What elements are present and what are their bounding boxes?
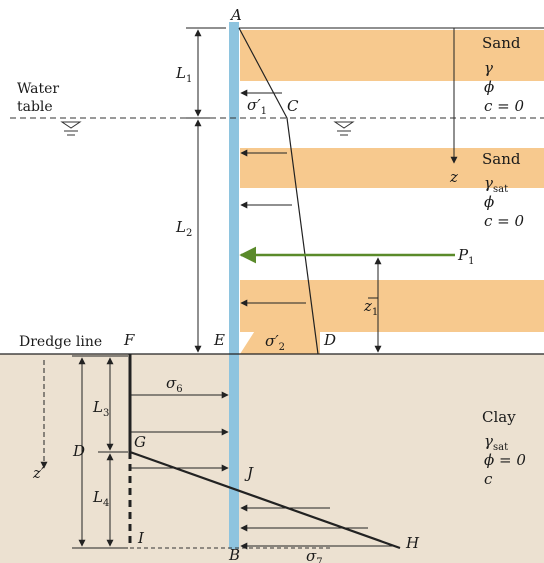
d-l3-l4-dimensions	[72, 355, 128, 549]
point-g: G	[134, 433, 146, 451]
sand1-phi: ϕ	[484, 78, 494, 96]
sand1-name: Sand	[482, 34, 521, 52]
sand1-c: c = 0	[484, 97, 525, 115]
l1-l2-dimension	[186, 27, 226, 353]
sigma7-label: σ7	[306, 547, 323, 563]
sand-band-2	[240, 148, 544, 188]
point-f: F	[123, 331, 135, 349]
point-i: I	[137, 529, 145, 547]
sand-band-3	[240, 280, 544, 332]
z-label: z	[449, 168, 458, 186]
clay-c: c	[484, 470, 493, 488]
water-table-label-2: table	[17, 99, 53, 115]
water-table-symbol-left	[60, 121, 82, 136]
sand2-c: c = 0	[484, 212, 525, 230]
active-pressure-profile	[238, 27, 319, 355]
sheet-pile	[229, 22, 239, 549]
p1-label: P1	[457, 246, 474, 267]
water-table-symbol-right	[333, 121, 355, 136]
sigma6-arrows	[130, 391, 229, 436]
water-table-label-1: Water	[17, 81, 59, 97]
sand2-name: Sand	[482, 150, 521, 168]
sigma6-label: σ6	[166, 374, 183, 395]
l2-label: L2	[175, 218, 192, 239]
point-j: J	[244, 464, 254, 482]
clay-phi: ϕ = 0	[484, 451, 526, 469]
l1-label: L1	[175, 64, 192, 85]
sigma1-label: σ′1	[247, 96, 267, 117]
sand2-gamma: γsat	[484, 174, 508, 195]
sand2-phi: ϕ	[484, 193, 494, 211]
clay-name: Clay	[482, 408, 516, 426]
active-pressure-arrows	[240, 149, 306, 307]
dredge-line-label: Dredge line	[19, 334, 102, 350]
point-e: E	[213, 331, 225, 349]
point-a: A	[229, 6, 242, 24]
d-label: D	[72, 442, 85, 460]
sigma2-label: σ′2	[265, 332, 285, 353]
z-prime-label: z′	[32, 464, 45, 482]
clay-gamma: γsat	[484, 432, 508, 453]
sand-band-1	[240, 30, 544, 81]
point-h: H	[405, 534, 420, 552]
sand1-gamma: γ	[484, 59, 493, 77]
point-c: C	[287, 97, 299, 115]
z1-label: z1	[363, 297, 378, 318]
soil-wedge	[240, 326, 320, 354]
l4-label: L4	[92, 488, 109, 509]
point-d: D	[323, 331, 336, 349]
point-b: B	[228, 546, 240, 563]
l3-label: L3	[92, 398, 109, 419]
lower-pressure-arrows	[130, 464, 395, 550]
